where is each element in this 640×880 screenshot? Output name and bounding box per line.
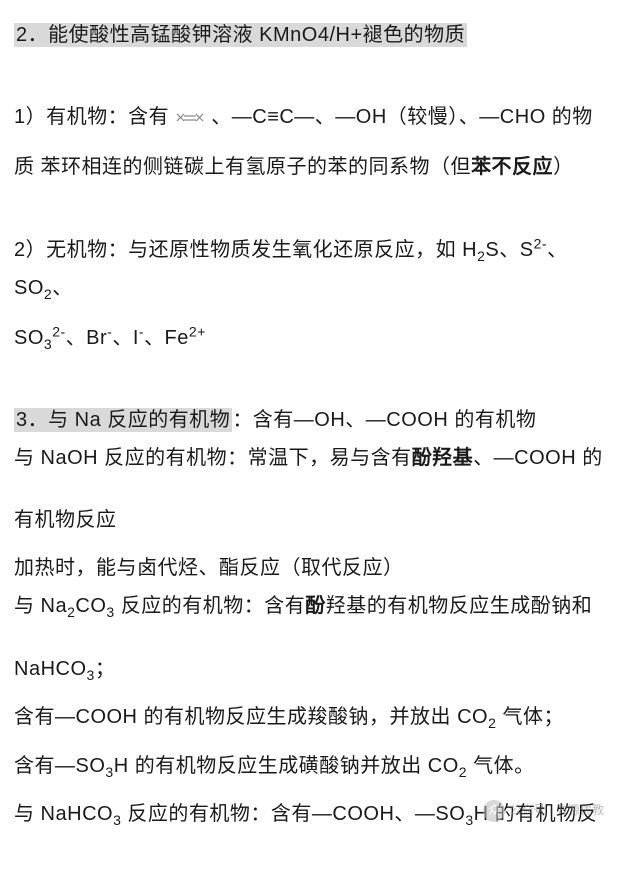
text-fragment: 、—COOH 的 [473,447,603,469]
watermark-text: 公众号 · 方源优教 [509,799,604,822]
bold-text: 酚 [305,595,326,617]
watermark-icon: 众 [483,800,505,822]
text-fragment: 与 Na2CO3 反应的有机物：含有 [14,595,305,617]
section-2-item-1-line-2: 质 苯环相连的侧链碳上有氢原子的苯的同系物（但苯不反应） [14,148,626,186]
section-3-line-4: 加热时，能与卤代烃、酯反应（取代反应） [14,549,626,587]
section-3-line-8: 含有—SO3H 的有机物反应生成磺酸钠并放出 CO2 气体。 [14,747,626,786]
text-fragment: SO32-、Br-、I-、Fe2+ [14,327,206,349]
text-fragment: 1）有机物：含有 [14,106,169,128]
text-fragment: 羟基的有机物反应生成酚钠和 [326,595,593,617]
text-fragment: 2）无机物：与还原性物质发生氧化还原反应，如 H2S、S2-、SO2、 [14,239,568,300]
section-3-line-6: NaHCO3； [14,650,626,689]
text-fragment: ：含有—OH、—COOH 的有机物 [232,409,536,431]
heading-highlight: 2．能使酸性高锰酸钾溶液 KMnO4/H+褪色的物质 [14,23,467,47]
text-fragment: 含有—COOH 的有机物反应生成羧酸钠，并放出 CO2 气体； [14,706,564,728]
double-bond-icon [175,100,205,138]
section-2-heading: 2．能使酸性高锰酸钾溶液 KMnO4/H+褪色的物质 [14,16,626,54]
section-3-line-3: 有机物反应 [14,501,626,539]
section-3-line-2: 与 NaOH 反应的有机物：常温下，易与含有酚羟基、—COOH 的 [14,439,626,477]
text-fragment: 含有—SO3H 的有机物反应生成磺酸钠并放出 CO2 气体。 [14,755,535,777]
section-2-item-1-line-1: 1）有机物：含有 、—C≡C—、—OH（较慢）、—CHO 的物 [14,98,626,138]
text-fragment: NaHCO3； [14,658,115,680]
text-fragment: 质 苯环相连的侧链碳上有氢原子的苯的同系物（但 [14,156,471,178]
section-3-line-7: 含有—COOH 的有机物反应生成羧酸钠，并放出 CO2 气体； [14,698,626,737]
section-2-item-2-line-1: 2）无机物：与还原性物质发生氧化还原反应，如 H2S、S2-、SO2、 [14,230,626,308]
text-fragment: 、—C≡C—、—OH（较慢）、—CHO 的物 [211,106,593,128]
bold-text: 酚羟基 [412,447,474,469]
section-2-item-2-line-2: SO32-、Br-、I-、Fe2+ [14,318,626,357]
section-3-line-5: 与 Na2CO3 反应的有机物：含有酚羟基的有机物反应生成酚钠和 [14,587,626,626]
section-3-heading-line: 3．与 Na 反应的有机物：含有—OH、—COOH 的有机物 [14,401,626,439]
text-fragment: 与 NaOH 反应的有机物：常温下，易与含有 [14,447,412,469]
text-fragment: ） [553,156,574,178]
heading-highlight: 3．与 Na 反应的有机物 [14,408,232,432]
watermark: 众 公众号 · 方源优教 [483,799,604,822]
bold-text: 苯不反应 [471,156,553,178]
